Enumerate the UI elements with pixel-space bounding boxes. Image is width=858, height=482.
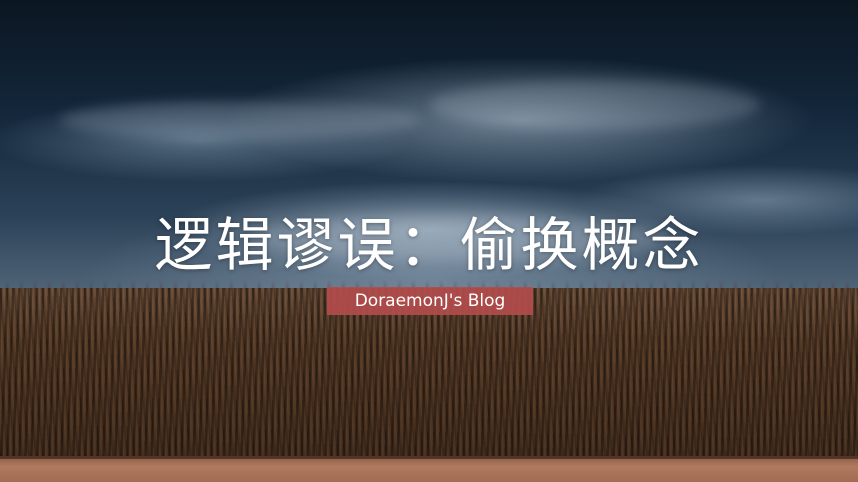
ground-strip	[0, 456, 858, 482]
blog-name-link[interactable]: DoraemonJ's Blog	[327, 287, 533, 315]
sky-background	[0, 0, 858, 310]
cornfield-background	[0, 288, 858, 458]
cloud-streak	[430, 80, 760, 130]
ground-edge	[0, 456, 858, 459]
cloud-streak	[250, 215, 670, 260]
post-title: 逻辑谬误：偷换概念	[154, 210, 704, 279]
cloud-streak	[60, 100, 420, 140]
